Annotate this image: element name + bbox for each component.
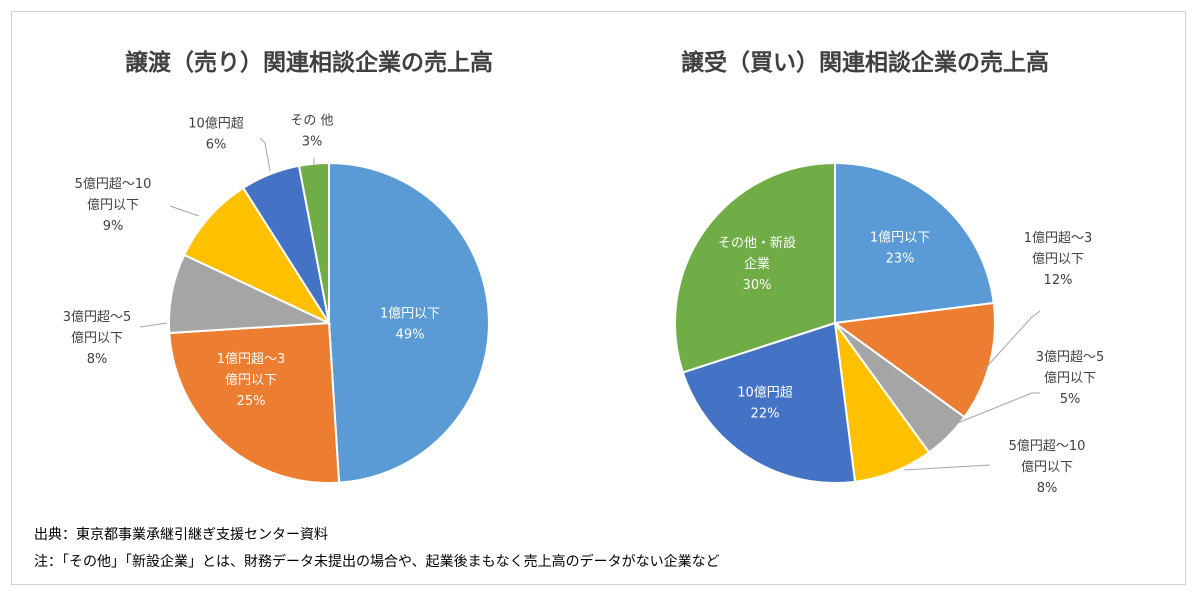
slice-category-label: 3億円超～5 (63, 309, 132, 325)
slice-percent-label: 49% (396, 328, 425, 343)
slice-percent-label: 5% (1060, 392, 1081, 407)
chart-title: 譲渡（売り）関連相談企業の売上高 (125, 49, 493, 76)
slice-percent-label: 25% (237, 394, 266, 409)
slice-percent-label: 30% (743, 278, 772, 293)
leader-line (903, 464, 991, 471)
slice-percent-label: 8% (1037, 481, 1058, 496)
slice-percent-label: 3% (302, 135, 323, 150)
footnote: 注：「その他」「新設企業」とは、財務データ未提出の場合や、起業後まもなく売上高の… (34, 554, 720, 570)
pie-chart-1: 譲渡（売り）関連相談企業の売上高 1億円以下 49% 1億円超～3 億円以下 25% 3億円… (63, 49, 493, 484)
slice-category-label: 10億円超 (188, 116, 244, 132)
pie-slice (182, 186, 332, 326)
leader-line (944, 392, 1040, 429)
slice-category-label: 億円以下 (225, 372, 277, 388)
leader-line (981, 310, 1041, 373)
slice-category-label: 5億円超～10 (1009, 438, 1086, 454)
slice-percent-label: 22% (751, 407, 780, 422)
chart-title: 譲受（買い）関連相談企業の売上高 (681, 49, 1049, 76)
slice-category-label: 1億円以下 (380, 306, 440, 322)
slice-category-label: 企業 (744, 256, 770, 272)
pie-slice (674, 161, 836, 374)
slice-category-label: 億円以下 (1032, 251, 1084, 267)
leader-line (259, 137, 271, 172)
pie-chart-2: 譲受（買い）関連相談企業の売上高 1億円以下 23% 1億円超～3 億円以下 12% 3億円… (674, 49, 1105, 496)
slice-category-label: 1億円超～3 (1024, 230, 1093, 246)
pie-slice (328, 161, 490, 484)
chart-frame (11, 11, 1186, 585)
slice-percent-label: 8% (87, 352, 108, 367)
pie-slice (168, 321, 341, 484)
slice-category-label: 10億円超 (737, 385, 793, 401)
leader-line (169, 205, 200, 217)
slice-category-label: 億円以下 (87, 197, 139, 213)
slice-percent-label: 12% (1044, 273, 1073, 288)
pie-slice (834, 161, 995, 325)
leader-line (139, 322, 168, 328)
slice-category-label: 1億円超～3 (217, 351, 286, 367)
slice-category-label: 億円以下 (71, 330, 123, 346)
source-note: 出典：東京都事業承継引継ぎ支援センター資料 (34, 527, 328, 543)
slice-category-label: 3億円超～5 (1036, 349, 1105, 365)
slice-percent-label: 6% (206, 138, 227, 153)
slice-percent-label: 9% (103, 219, 124, 234)
slice-category-label: その 他 (290, 114, 333, 129)
slice-percent-label: 23% (886, 252, 915, 267)
slice-category-label: 億円以下 (1021, 459, 1073, 475)
slice-category-label: 5億円超～10 (75, 176, 152, 192)
slice-category-label: 億円以下 (1044, 370, 1096, 386)
slice-category-label: 1億円以下 (870, 230, 930, 246)
pie-slice (681, 321, 857, 484)
slice-category-label: その他・新設 (718, 235, 796, 251)
